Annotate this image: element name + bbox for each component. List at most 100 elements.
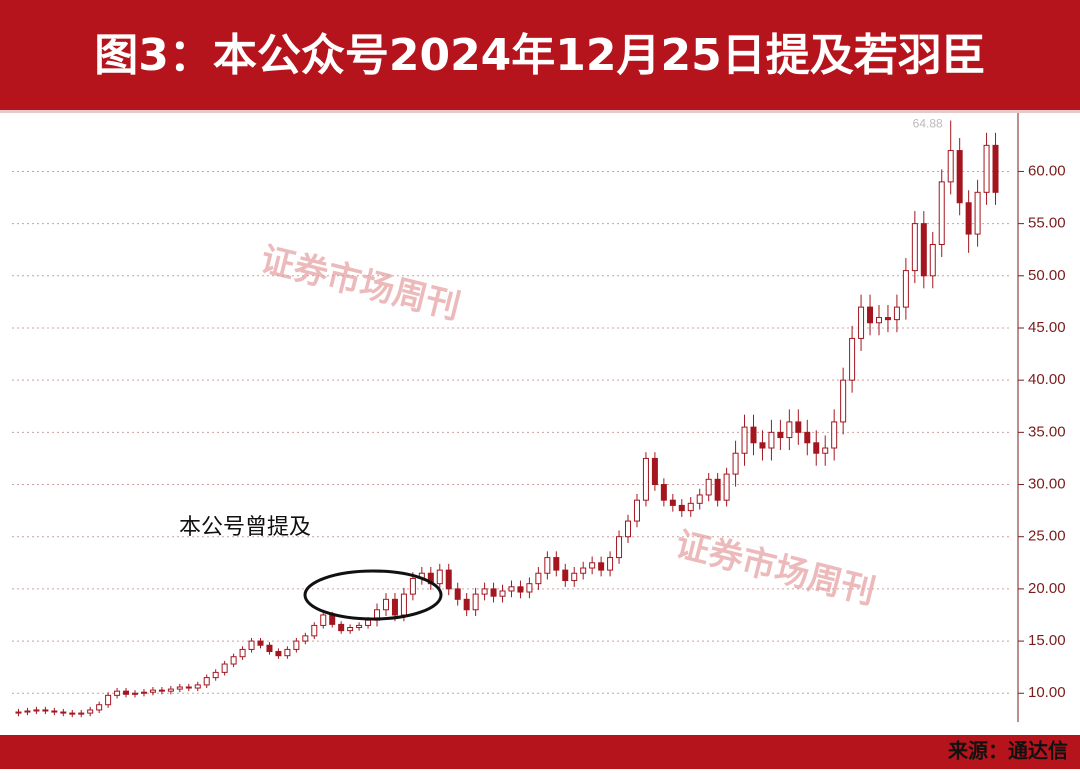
candle-body bbox=[786, 421, 793, 439]
header-rule bbox=[0, 110, 1080, 113]
candle-body bbox=[481, 588, 488, 595]
candle-body bbox=[409, 577, 416, 595]
candle-body bbox=[365, 619, 372, 626]
candle-body bbox=[633, 499, 640, 522]
candle-body bbox=[625, 520, 632, 538]
candle-body bbox=[33, 709, 40, 712]
candle-body bbox=[42, 709, 49, 712]
candle-body bbox=[992, 144, 999, 193]
candle-body bbox=[463, 598, 470, 611]
candle-body bbox=[562, 569, 569, 582]
candle-body bbox=[356, 624, 363, 629]
candle-body bbox=[338, 623, 345, 632]
candle-body bbox=[499, 590, 506, 597]
candle-body bbox=[795, 421, 802, 433]
highlight-ellipse bbox=[303, 569, 443, 621]
candle-body bbox=[535, 572, 542, 585]
watermark: 证券市场周刊 bbox=[257, 239, 465, 327]
candle-body bbox=[248, 640, 255, 650]
candle-body bbox=[454, 588, 461, 600]
candle-body bbox=[768, 431, 775, 449]
candle-body bbox=[149, 689, 156, 693]
candle-body bbox=[875, 317, 882, 324]
candle-body bbox=[974, 191, 981, 235]
candle-body bbox=[759, 442, 766, 449]
candle-body bbox=[526, 583, 533, 593]
candle-body bbox=[705, 478, 712, 496]
candle-body bbox=[911, 223, 918, 272]
candle-body bbox=[293, 640, 300, 650]
candle-body bbox=[284, 648, 291, 657]
chart-title: 图3：本公众号2024年12月25日提及若羽臣 bbox=[94, 30, 986, 81]
y-tick-label: 55.00 bbox=[1028, 215, 1066, 232]
y-tick-label: 30.00 bbox=[1028, 475, 1066, 492]
candle-body bbox=[732, 452, 739, 475]
candle-body bbox=[598, 562, 605, 571]
candle-body bbox=[696, 494, 703, 504]
candle-body bbox=[87, 709, 94, 714]
candle-body bbox=[517, 586, 524, 593]
candle-body bbox=[382, 598, 389, 611]
candle-body bbox=[51, 710, 58, 713]
source-note: 来源：通达信 bbox=[947, 739, 1068, 763]
candle-body bbox=[123, 690, 130, 695]
candle-body bbox=[490, 588, 497, 597]
candle-body bbox=[230, 656, 237, 665]
candle-body bbox=[884, 317, 891, 321]
candle-body bbox=[311, 624, 318, 637]
y-tick-label: 25.00 bbox=[1028, 528, 1066, 545]
candle-body bbox=[840, 379, 847, 423]
candle-body bbox=[185, 686, 192, 689]
annotation: 本公号曾提及 bbox=[179, 515, 311, 540]
candle-body bbox=[257, 640, 264, 646]
candle-body bbox=[302, 635, 309, 642]
candle-body bbox=[831, 421, 838, 449]
candle-body bbox=[78, 712, 85, 715]
candle-body bbox=[983, 144, 990, 193]
y-tick-label: 60.00 bbox=[1028, 162, 1066, 179]
candle-body bbox=[132, 692, 139, 695]
candle-body bbox=[194, 684, 201, 689]
candle-body bbox=[669, 499, 676, 506]
candle-body bbox=[660, 484, 667, 501]
candle-body bbox=[212, 671, 219, 679]
candle-body bbox=[947, 150, 954, 183]
candle-body bbox=[347, 627, 354, 632]
candle-body bbox=[920, 223, 927, 277]
y-tick-label: 40.00 bbox=[1028, 371, 1066, 388]
candle-body bbox=[741, 426, 748, 454]
candle-body bbox=[858, 306, 865, 339]
candle-body bbox=[15, 711, 22, 714]
candle-body bbox=[750, 426, 757, 444]
y-tick-label: 50.00 bbox=[1028, 267, 1066, 284]
candle-body bbox=[804, 431, 811, 444]
candle-body bbox=[938, 181, 945, 245]
footer-band bbox=[0, 735, 1080, 769]
candle-body bbox=[60, 711, 67, 714]
candle-body bbox=[544, 557, 551, 574]
candle-body bbox=[472, 593, 479, 611]
candle-body bbox=[105, 694, 112, 706]
candle-body bbox=[436, 569, 443, 585]
candle-body bbox=[114, 690, 121, 696]
candle-body bbox=[221, 663, 228, 673]
candle-body bbox=[867, 306, 874, 324]
candle-body bbox=[956, 150, 963, 204]
y-tick-label: 15.00 bbox=[1028, 632, 1066, 649]
candle-body bbox=[158, 689, 165, 692]
candle-body bbox=[893, 306, 900, 321]
candle-body bbox=[642, 457, 649, 501]
candle-body bbox=[176, 686, 183, 690]
candle-body bbox=[965, 202, 972, 235]
candle-body bbox=[391, 598, 398, 616]
y-tick-label: 35.00 bbox=[1028, 423, 1066, 440]
candle-body bbox=[687, 502, 694, 512]
candle-body bbox=[777, 431, 784, 439]
candle-body bbox=[571, 572, 578, 582]
candle-body bbox=[239, 648, 246, 658]
candle-body bbox=[723, 473, 730, 501]
candle-body bbox=[607, 557, 614, 571]
candle-body bbox=[902, 270, 909, 308]
